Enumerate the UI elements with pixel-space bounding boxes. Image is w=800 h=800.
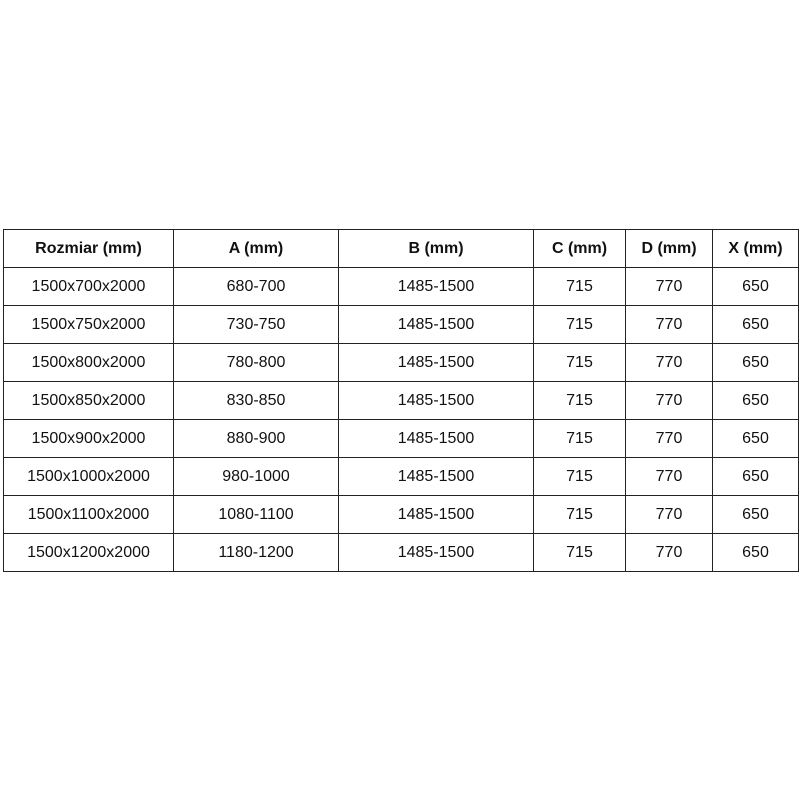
header-b: B (mm) xyxy=(338,229,534,268)
table-row: 1500x1100x2000 1080-1100 1485-1500 715 770 65… xyxy=(3,495,799,534)
table-cell: 1485-1500 xyxy=(338,419,534,458)
table-cell: 1500x1100x2000 xyxy=(3,495,174,534)
table-row: 1500x1200x2000 1180-1200 1485-1500 715 770 65… xyxy=(3,533,799,572)
table-cell: 770 xyxy=(625,419,713,458)
table-row: 1500x900x2000 880-900 1485-1500 715 770 650 xyxy=(3,419,799,458)
table-cell: 770 xyxy=(625,533,713,572)
table-cell: 980-1000 xyxy=(173,457,339,496)
table-cell: 650 xyxy=(712,419,799,458)
table-cell: 770 xyxy=(625,267,713,306)
table-cell: 1180-1200 xyxy=(173,533,339,572)
table-row: 1500x1000x2000 980-1000 1485-1500 715 770 650 xyxy=(3,457,799,496)
header-row: Rozmiar (mm) A (mm) B (mm) C (mm) D (mm)… xyxy=(3,229,799,268)
table-cell: 650 xyxy=(712,305,799,344)
table-cell: 650 xyxy=(712,457,799,496)
table-cell: 715 xyxy=(533,495,626,534)
table-cell: 650 xyxy=(712,343,799,382)
table-cell: 1485-1500 xyxy=(338,305,534,344)
dimensions-table: Rozmiar (mm) A (mm) B (mm) C (mm) D (mm)… xyxy=(3,229,799,572)
header-d: D (mm) xyxy=(625,229,713,268)
table-cell: 1500x1200x2000 xyxy=(3,533,174,572)
table-cell: 1500x700x2000 xyxy=(3,267,174,306)
table-cell: 1500x750x2000 xyxy=(3,305,174,344)
table-cell: 770 xyxy=(625,457,713,496)
table-cell: 830-850 xyxy=(173,381,339,420)
table-cell: 770 xyxy=(625,381,713,420)
table-cell: 770 xyxy=(625,495,713,534)
table-row: 1500x750x2000 730-750 1485-1500 715 770 650 xyxy=(3,305,799,344)
table-cell: 1485-1500 xyxy=(338,533,534,572)
header-a: A (mm) xyxy=(173,229,339,268)
table-cell: 715 xyxy=(533,305,626,344)
table-cell: 715 xyxy=(533,457,626,496)
table-cell: 715 xyxy=(533,381,626,420)
table-row: 1500x700x2000 680-700 1485-1500 715 770 650 xyxy=(3,267,799,306)
table-cell: 650 xyxy=(712,267,799,306)
table-cell: 650 xyxy=(712,495,799,534)
table-cell: 770 xyxy=(625,305,713,344)
table-cell: 1500x850x2000 xyxy=(3,381,174,420)
table-cell: 1500x1000x2000 xyxy=(3,457,174,496)
table-cell: 650 xyxy=(712,381,799,420)
table-cell: 1080-1100 xyxy=(173,495,339,534)
table-cell: 1485-1500 xyxy=(338,267,534,306)
header-c: C (mm) xyxy=(533,229,626,268)
table-cell: 715 xyxy=(533,267,626,306)
table-cell: 715 xyxy=(533,419,626,458)
table-cell: 1485-1500 xyxy=(338,343,534,382)
header-rozmiar: Rozmiar (mm) xyxy=(3,229,174,268)
table-cell: 770 xyxy=(625,343,713,382)
table-cell: 1485-1500 xyxy=(338,381,534,420)
table-cell: 715 xyxy=(533,343,626,382)
table-cell: 730-750 xyxy=(173,305,339,344)
table-cell: 1500x900x2000 xyxy=(3,419,174,458)
table-cell: 650 xyxy=(712,533,799,572)
table-cell: 880-900 xyxy=(173,419,339,458)
header-x: X (mm) xyxy=(712,229,799,268)
table-cell: 1500x800x2000 xyxy=(3,343,174,382)
table-cell: 780-800 xyxy=(173,343,339,382)
table-cell: 1485-1500 xyxy=(338,495,534,534)
table-row: 1500x850x2000 830-850 1485-1500 715 770 650 xyxy=(3,381,799,420)
table-row: 1500x800x2000 780-800 1485-1500 715 770 650 xyxy=(3,343,799,382)
table-cell: 1485-1500 xyxy=(338,457,534,496)
table-cell: 680-700 xyxy=(173,267,339,306)
table-cell: 715 xyxy=(533,533,626,572)
